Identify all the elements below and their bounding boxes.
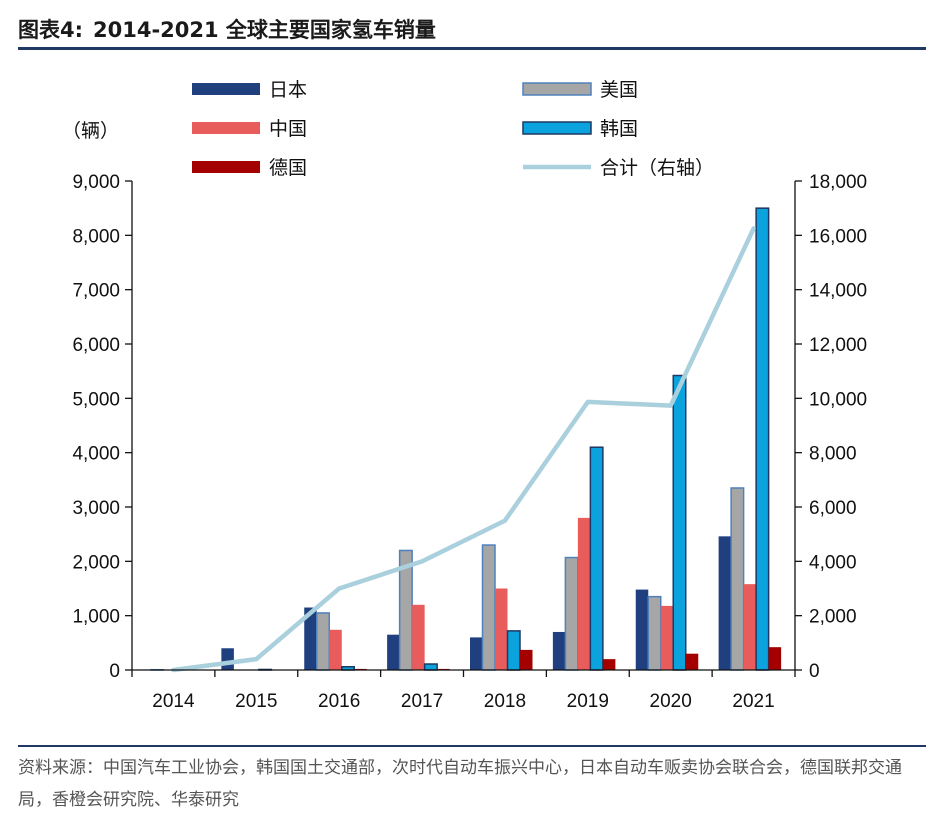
right-tick-label: 2,000 bbox=[809, 607, 857, 628]
left-axis: 0 1,000 2,000 3,000 4,000 5,000 6,000 7,000 8,00… bbox=[72, 172, 133, 682]
legend-swatch-日本 bbox=[192, 83, 260, 95]
source-divider bbox=[18, 745, 926, 747]
legend-swatch-中国 bbox=[192, 122, 260, 134]
x-axis: 2014 2015 2016 2017 2018 2019 2020 2021 bbox=[131, 669, 796, 712]
right-tick-label: 18,000 bbox=[809, 172, 867, 193]
bar-德国-2018 bbox=[520, 649, 533, 670]
total-line-path bbox=[171, 226, 756, 673]
right-tick-label: 4,000 bbox=[809, 552, 857, 573]
legend-label-中国: 中国 bbox=[269, 118, 307, 140]
bar-日本-2019 bbox=[552, 631, 566, 670]
x-tick-label: 2019 bbox=[567, 691, 609, 712]
left-tick-label: 4,000 bbox=[72, 444, 120, 465]
bar-德国-2019 bbox=[602, 659, 616, 670]
bar-韩国-2018 bbox=[506, 630, 521, 671]
legend-label-美国: 美国 bbox=[600, 79, 638, 101]
right-tick-label: 14,000 bbox=[809, 281, 867, 302]
bar-日本-2020 bbox=[635, 589, 649, 670]
bar-中国-2020 bbox=[660, 605, 674, 670]
left-tick-label: 3,000 bbox=[72, 498, 120, 519]
bar-日本-2016 bbox=[304, 607, 317, 670]
x-tick-label: 2021 bbox=[732, 691, 774, 712]
figure-title-text: 2014-2021 全球主要国家氢车销量 bbox=[93, 18, 436, 42]
bar-日本-2017 bbox=[387, 634, 400, 670]
left-tick-label: 1,000 bbox=[72, 607, 120, 628]
bar-美国-2016 bbox=[316, 612, 330, 671]
legend-label-韩国: 韩国 bbox=[600, 118, 638, 140]
right-tick-label: 10,000 bbox=[809, 389, 867, 410]
left-tick-label: 6,000 bbox=[72, 335, 120, 356]
legend-swatch-美国 bbox=[522, 82, 592, 96]
bar-德国-2021 bbox=[768, 647, 782, 670]
right-tick-label: 0 bbox=[809, 661, 820, 682]
bar-韩国-2020 bbox=[672, 374, 687, 671]
left-tick-label: 5,000 bbox=[72, 389, 120, 410]
x-tick-label: 2018 bbox=[484, 691, 526, 712]
x-tick-label: 2020 bbox=[650, 691, 692, 712]
legend-label-合计（右轴）: 合计（右轴） bbox=[600, 157, 714, 179]
title-divider bbox=[18, 47, 926, 50]
bar-韩国-2019 bbox=[589, 446, 604, 671]
bar-中国-2021 bbox=[743, 584, 757, 670]
x-tick-label: 2015 bbox=[235, 691, 277, 712]
x-tick-label: 2016 bbox=[318, 691, 360, 712]
right-tick-label: 12,000 bbox=[809, 335, 867, 356]
right-tick-label: 8,000 bbox=[809, 444, 857, 465]
figure-title: 图表4: 2014-2021 全球主要国家氢车销量 bbox=[18, 14, 436, 44]
legend-swatch-韩国 bbox=[522, 121, 592, 135]
bar-韩国-2021 bbox=[755, 207, 770, 671]
right-tick-label: 16,000 bbox=[809, 226, 867, 247]
bar-日本-2018 bbox=[470, 637, 483, 670]
left-tick-label: 0 bbox=[109, 661, 120, 682]
bar-韩国-2017 bbox=[423, 663, 438, 671]
left-tick-label: 9,000 bbox=[72, 172, 120, 193]
bar-美国-2020 bbox=[647, 595, 662, 671]
source-note: 资料来源：中国汽车工业协会，韩国国土交通部，次时代自动车振兴中心，日本自动车贩卖… bbox=[18, 758, 902, 810]
x-tick-label: 2017 bbox=[401, 691, 443, 712]
left-tick-label: 7,000 bbox=[72, 281, 120, 302]
legend-label-德国: 德国 bbox=[269, 157, 307, 179]
bar-美国-2018 bbox=[481, 544, 496, 671]
legend-swatch-德国 bbox=[192, 161, 260, 173]
bar-美国-2019 bbox=[564, 556, 579, 671]
bar-中国-2017 bbox=[412, 604, 425, 670]
legend-label-日本: 日本 bbox=[269, 79, 307, 101]
bar-中国-2019 bbox=[577, 517, 591, 670]
x-tick-label: 2014 bbox=[152, 691, 195, 712]
right-tick-label: 6,000 bbox=[809, 498, 857, 519]
left-tick-label: 2,000 bbox=[72, 552, 120, 573]
left-tick-label: 8,000 bbox=[72, 226, 120, 247]
bars bbox=[138, 207, 782, 671]
right-axis: 0 2,000 4,000 6,000 8,000 10,000 12,000 14,000 1… bbox=[794, 172, 867, 682]
bar-中国-2018 bbox=[495, 588, 508, 670]
figure-label: 图表4: bbox=[18, 18, 84, 42]
bar-日本-2021 bbox=[718, 536, 732, 670]
y-axis-unit-label: （辆） bbox=[62, 120, 119, 142]
bar-美国-2021 bbox=[730, 487, 745, 671]
total-line bbox=[171, 226, 756, 673]
bar-日本-2015 bbox=[221, 648, 234, 670]
bar-中国-2016 bbox=[329, 629, 342, 670]
bar-德国-2020 bbox=[685, 653, 699, 670]
